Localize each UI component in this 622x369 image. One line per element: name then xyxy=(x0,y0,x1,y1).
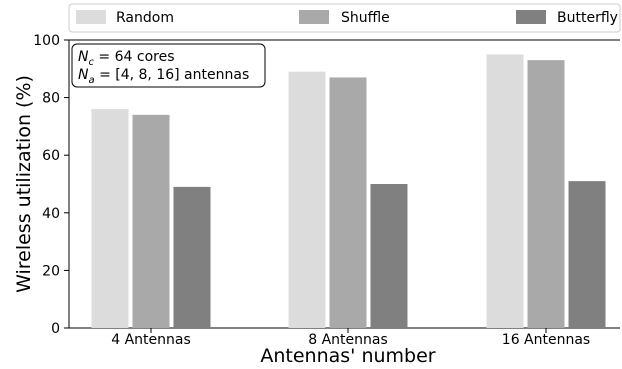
legend-label-butterfly: Butterfly xyxy=(557,10,618,26)
x-ticks-group: 4 Antennas 8 Antennas 16 Antennas xyxy=(111,328,590,348)
bar-butterfly-1 xyxy=(173,186,211,328)
bar-shuffle-1 xyxy=(132,114,170,328)
x-axis-title: Antennas' number xyxy=(260,345,435,367)
annotation-box: Nc = 64 cores Na = [4, 8, 16] antennas xyxy=(71,43,266,88)
legend-frame xyxy=(68,3,621,33)
y-axis-title: Wireless utilization (%) xyxy=(13,75,35,293)
annotation-frame xyxy=(71,43,266,88)
bar-butterfly-3 xyxy=(568,181,606,328)
annotation-line-cores: Nc = 64 cores xyxy=(78,49,175,68)
y-tick-label: 100 xyxy=(33,33,60,49)
bar-random-1 xyxy=(91,109,129,329)
y-tick-label: 40 xyxy=(42,206,60,222)
bar-random-3 xyxy=(486,54,524,329)
legend-swatch-butterfly xyxy=(516,10,546,24)
bar-shuffle-2 xyxy=(329,77,367,328)
x-tick-label: 8 Antennas xyxy=(308,332,388,348)
legend-label-random: Random xyxy=(116,10,174,26)
bar-butterfly-2 xyxy=(370,184,408,328)
y-tick-label: 60 xyxy=(42,148,60,164)
bars-group xyxy=(91,54,606,329)
legend-swatch-random xyxy=(76,10,106,24)
x-tick-label: 4 Antennas xyxy=(111,332,191,348)
x-tick-label: 16 Antennas xyxy=(502,332,590,348)
y-ticks-group: 0 20 40 60 80 100 xyxy=(33,33,69,337)
legend-swatch-shuffle xyxy=(299,10,329,24)
y-tick-label: 20 xyxy=(42,263,60,279)
y-tick-label: 80 xyxy=(42,91,60,107)
bar-random-2 xyxy=(288,71,326,329)
legend: Random Shuffle Butterfly xyxy=(68,3,621,33)
bar-shuffle-3 xyxy=(527,60,565,328)
legend-label-shuffle: Shuffle xyxy=(341,10,390,26)
y-tick-label: 0 xyxy=(51,321,60,337)
annotation-line-antennas: Na = [4, 8, 16] antennas xyxy=(78,67,249,86)
